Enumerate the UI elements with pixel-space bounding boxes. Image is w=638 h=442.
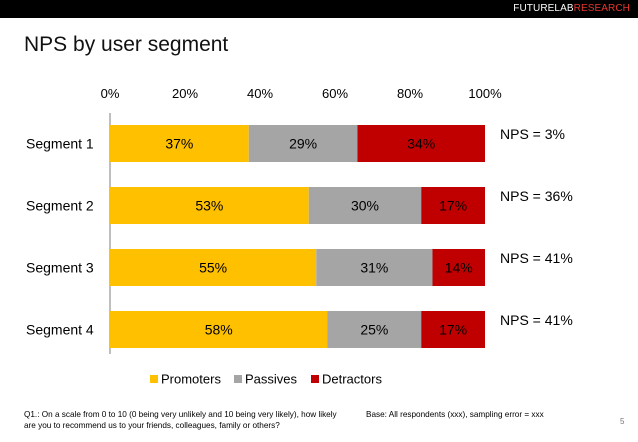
- data-label: 55%: [199, 260, 227, 276]
- data-label: 14%: [445, 260, 473, 276]
- bar-segment-promoters: [110, 125, 249, 162]
- bar-segment-passives: [308, 187, 422, 224]
- legend-swatch-detractors: [311, 375, 319, 383]
- legend-label: Promoters: [161, 372, 221, 387]
- data-label: 17%: [439, 322, 467, 338]
- data-label: 17%: [439, 198, 467, 214]
- x-tick-label: 20%: [172, 86, 198, 101]
- nps-annotation: NPS = 3%: [500, 126, 565, 142]
- legend-label: Detractors: [322, 372, 382, 387]
- bar-segment-passives: [327, 311, 422, 348]
- data-label: 31%: [360, 260, 388, 276]
- top-bar: FUTURELABRESEARCH: [0, 0, 638, 18]
- page-number: 5: [620, 417, 625, 426]
- data-label: 34%: [407, 136, 435, 152]
- brand-name-part1: FUTURELAB: [513, 3, 574, 14]
- category-label: Segment 2: [26, 198, 94, 214]
- bar-segment-detractors: [421, 187, 485, 224]
- x-tick-label: 80%: [397, 86, 423, 101]
- x-tick-label: 60%: [322, 86, 348, 101]
- category-label: Segment 1: [26, 136, 94, 152]
- bar-segment-passives: [248, 125, 358, 162]
- nps-annotation: NPS = 41%: [500, 312, 573, 328]
- data-label: 25%: [360, 322, 388, 338]
- category-label: Segment 3: [26, 260, 94, 276]
- data-label: 53%: [195, 198, 223, 214]
- bar-segment-detractors: [357, 125, 485, 162]
- page-title: NPS by user segment: [24, 33, 229, 56]
- data-label: 37%: [165, 136, 193, 152]
- bar-segment-promoters: [110, 187, 309, 224]
- data-label: 29%: [289, 136, 317, 152]
- legend-swatch-promoters: [150, 375, 158, 383]
- brand-logo: FUTURELABRESEARCH: [513, 3, 630, 15]
- bar-segment-promoters: [110, 311, 328, 348]
- nps-annotation: NPS = 41%: [500, 250, 573, 266]
- footnote-base: Base: All respondents (xxx), sampling er…: [366, 410, 544, 419]
- category-label: Segment 4: [26, 322, 94, 338]
- x-tick-label: 0%: [101, 86, 120, 101]
- bar-segment-detractors: [432, 249, 485, 286]
- data-label: 30%: [351, 198, 379, 214]
- footnote-question: Q1.: On a scale from 0 to 10 (0 being ve…: [24, 410, 337, 430]
- nps-annotation: NPS = 36%: [500, 188, 573, 204]
- brand-name-part2: RESEARCH: [573, 3, 630, 14]
- x-tick-label: 100%: [468, 86, 502, 101]
- data-label: 58%: [205, 322, 233, 338]
- bar-segment-passives: [316, 249, 433, 286]
- legend-swatch-passives: [234, 375, 242, 383]
- bar-segment-detractors: [421, 311, 485, 348]
- x-tick-label: 40%: [247, 86, 273, 101]
- bar-segment-promoters: [110, 249, 317, 286]
- legend-label: Passives: [245, 372, 298, 387]
